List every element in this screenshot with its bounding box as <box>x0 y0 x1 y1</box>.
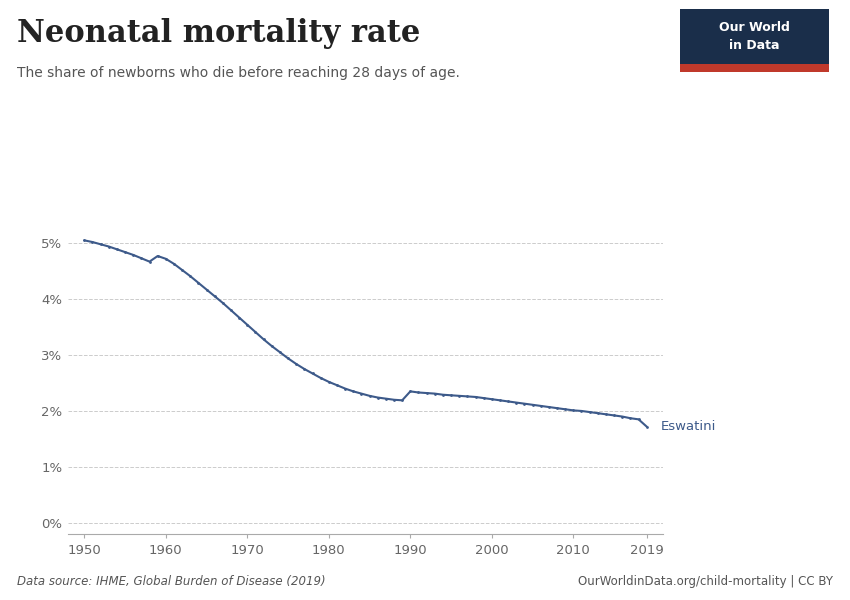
Text: Eswatini: Eswatini <box>660 420 716 433</box>
Text: Data source: IHME, Global Burden of Disease (2019): Data source: IHME, Global Burden of Dise… <box>17 575 326 588</box>
Text: OurWorldinData.org/child-mortality | CC BY: OurWorldinData.org/child-mortality | CC … <box>578 575 833 588</box>
Bar <box>680 64 829 72</box>
Text: Neonatal mortality rate: Neonatal mortality rate <box>17 18 421 49</box>
Text: Our World: Our World <box>719 22 790 34</box>
FancyBboxPatch shape <box>680 9 829 72</box>
Text: The share of newborns who die before reaching 28 days of age.: The share of newborns who die before rea… <box>17 66 460 80</box>
Text: in Data: in Data <box>729 39 779 52</box>
